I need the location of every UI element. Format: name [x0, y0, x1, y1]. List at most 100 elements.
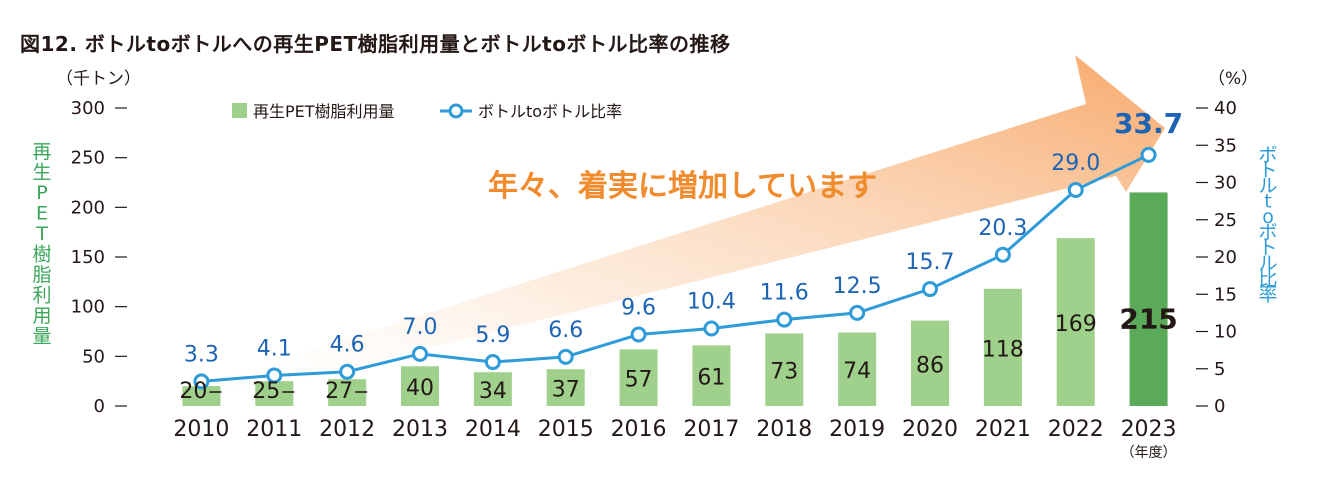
right-tick-label: 15	[1214, 284, 1237, 305]
ratio-label-2017: 10.4	[687, 290, 736, 315]
ratio-label-2018: 11.6	[760, 281, 809, 306]
bar-label-2022: 169	[1055, 312, 1097, 337]
right-tick-label: 10	[1214, 322, 1237, 343]
right-tick-label: 40	[1214, 98, 1237, 119]
ratio-label-2014: 5.9	[475, 323, 510, 348]
bar-label-2013: 40	[406, 376, 434, 401]
bar-label-2010: 20	[179, 379, 207, 404]
bar-2017	[692, 345, 731, 406]
legend: 再生PET樹脂利用量 ボトルtoボトル比率	[232, 102, 622, 121]
bar-label-2023: 215	[1119, 302, 1177, 335]
x-tick-2020: 2020	[902, 417, 958, 442]
ratio-point-2020	[922, 281, 938, 298]
bar-2022	[1056, 238, 1095, 406]
legend-line-marker	[448, 103, 464, 119]
x-tick-2023: 2023	[1121, 417, 1177, 442]
bar-2014	[473, 372, 512, 406]
ratio-point-2015	[557, 348, 574, 365]
x-tick-2018: 2018	[756, 417, 812, 442]
bar-label-2020: 86	[916, 353, 944, 378]
ratio-point-2013	[412, 345, 428, 362]
legend-bar-label: 再生PET樹脂利用量	[253, 102, 395, 121]
ratio-point-2023	[1140, 146, 1157, 163]
left-tick-label: 150	[71, 247, 105, 268]
right-axis-title: ボトル t o ボトル比率	[1258, 144, 1277, 306]
bar-label-2021: 118	[982, 337, 1024, 362]
bar-label-2016: 57	[625, 368, 653, 393]
bar-2019	[838, 332, 877, 406]
bar-2011	[255, 381, 294, 406]
ratio-label-2015: 6.6	[548, 318, 583, 343]
x-tick-2019: 2019	[829, 417, 885, 442]
ratio-point-2014	[484, 354, 501, 371]
x-tick-2015: 2015	[538, 417, 594, 442]
right-tick-label: 5	[1214, 359, 1225, 380]
x-tick-2011: 2011	[246, 417, 302, 442]
x-tick-2021: 2021	[975, 417, 1031, 442]
annotation-text: 年々、着実に増加しています	[488, 169, 877, 204]
ratio-point-2010	[193, 373, 210, 390]
left-tick-label: 300	[71, 98, 105, 119]
right-tick-label: 20	[1214, 247, 1237, 268]
right-tick-label: 0	[1214, 396, 1225, 417]
bar-label-2012: 27	[325, 379, 353, 404]
right-unit-label: （%）	[1208, 69, 1258, 89]
left-tick-label: 0	[94, 396, 105, 417]
ratio-label-2023: 33.7	[1114, 107, 1183, 140]
ratio-label-2011: 4.1	[257, 336, 292, 361]
ratio-label-2016: 9.6	[621, 295, 656, 320]
bar-label-2015: 37	[552, 378, 580, 403]
ratio-point-2018	[776, 311, 793, 328]
ratio-label-2021: 20.3	[978, 216, 1027, 241]
ratio-label-2012: 4.6	[330, 333, 365, 358]
left-axis-title: 再生 P E T 樹脂利用量	[32, 141, 51, 348]
ratio-label-2022: 29.0	[1051, 151, 1100, 176]
bar-2021	[983, 288, 1022, 406]
ratio-label-2020: 15.7	[906, 250, 955, 275]
bar-2013	[401, 366, 439, 406]
ratio-point-2019	[849, 304, 866, 321]
bar-2018	[765, 333, 804, 406]
ratio-label-2019: 12.5	[833, 274, 882, 299]
right-tick-label: 25	[1214, 210, 1237, 231]
ratio-point-2022	[1067, 181, 1084, 198]
ratio-point-2011	[266, 367, 283, 384]
ratio-point-2021	[994, 246, 1011, 263]
left-tick-label: 200	[71, 197, 105, 218]
right-tick-label: 30	[1214, 173, 1237, 194]
bar-2010	[182, 386, 221, 406]
x-tick-2012: 2012	[319, 417, 375, 442]
ratio-label-2010: 3.3	[184, 342, 219, 367]
ratio-point-2017	[703, 320, 720, 337]
trend-arrow-shape	[180, 55, 1165, 408]
ratio-point-2012	[339, 363, 356, 380]
x-tick-2022: 2022	[1048, 417, 1104, 442]
bar-2020	[911, 320, 949, 406]
legend-line-label: ボトルtoボトル比率	[478, 102, 622, 121]
chart-title: 図12. ボトルtoボトルへの再生PET樹脂利用量とボトルtoボトル比率の推移	[20, 32, 731, 56]
trend-arrow	[180, 55, 1165, 408]
left-tick-label: 50	[82, 346, 105, 367]
bar-label-2019: 74	[843, 359, 871, 384]
bar-label-2018: 73	[770, 360, 798, 385]
x-tick-2017: 2017	[683, 417, 739, 442]
bar-label-2011: 25	[252, 379, 280, 404]
left-tick-label: 250	[71, 148, 105, 169]
legend-bar-swatch	[232, 103, 247, 118]
x-tick-2014: 2014	[465, 417, 521, 442]
bar-label-2014: 34	[479, 379, 507, 404]
x-unit-label: （年度）	[1121, 445, 1177, 461]
ratio-label-2013: 7.0	[403, 315, 438, 340]
ratio-line	[201, 153, 1150, 383]
x-tick-2016: 2016	[611, 417, 667, 442]
bar-label-2017: 61	[697, 366, 725, 391]
x-tick-2013: 2013	[392, 417, 448, 442]
ratio-point-2016	[630, 326, 647, 343]
right-tick-label: 35	[1214, 135, 1237, 156]
bar-2023	[1129, 192, 1168, 406]
x-tick-2010: 2010	[173, 417, 229, 442]
bar-2015	[546, 369, 585, 406]
left-tick-label: 100	[71, 297, 105, 318]
left-unit-label: （千トン）	[56, 69, 141, 89]
